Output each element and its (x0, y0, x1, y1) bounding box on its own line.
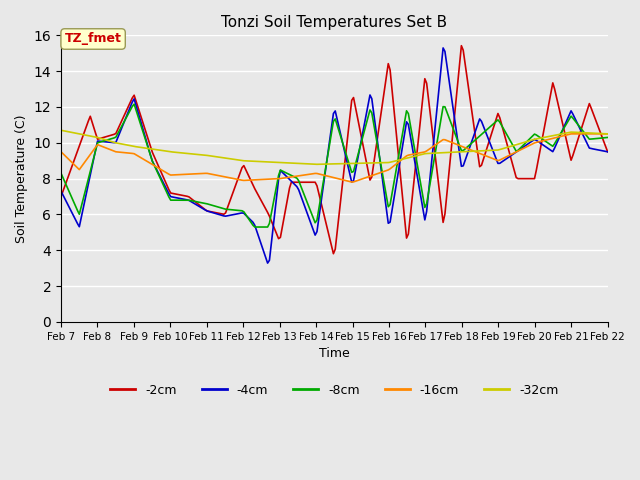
X-axis label: Time: Time (319, 347, 349, 360)
-32cm (520, 140, 527, 145)
-2cm (604, 149, 611, 155)
Text: TZ_fmet: TZ_fmet (65, 33, 122, 46)
-4cm (57, 188, 65, 194)
-8cm (556, 132, 564, 137)
Title: Tonzi Soil Temperatures Set B: Tonzi Soil Temperatures Set B (221, 15, 447, 30)
-8cm (251, 224, 259, 230)
-2cm (458, 43, 465, 48)
Line: -16cm: -16cm (61, 134, 607, 182)
-32cm (59, 128, 67, 133)
Line: -8cm: -8cm (61, 104, 607, 227)
-16cm (59, 151, 67, 156)
-8cm (57, 170, 65, 176)
Legend: -2cm, -4cm, -8cm, -16cm, -32cm: -2cm, -4cm, -8cm, -16cm, -32cm (105, 379, 563, 402)
-2cm (59, 189, 67, 194)
-4cm (383, 206, 390, 212)
-8cm (385, 204, 392, 210)
-4cm (264, 260, 271, 266)
-8cm (131, 101, 138, 107)
-32cm (554, 132, 562, 137)
-32cm (57, 127, 65, 133)
-8cm (396, 150, 403, 156)
-32cm (604, 131, 611, 137)
-4cm (522, 143, 529, 149)
-2cm (522, 176, 529, 181)
-16cm (520, 145, 527, 151)
-2cm (556, 110, 564, 116)
-16cm (554, 134, 562, 140)
-16cm (569, 131, 577, 137)
-16cm (383, 168, 390, 173)
-16cm (348, 179, 356, 185)
-4cm (556, 133, 564, 139)
-8cm (522, 140, 529, 146)
-8cm (387, 202, 394, 207)
-16cm (604, 131, 611, 137)
-16cm (57, 149, 65, 155)
-8cm (59, 175, 67, 180)
-4cm (385, 220, 392, 226)
-16cm (385, 167, 392, 173)
Line: -4cm: -4cm (61, 48, 607, 263)
-2cm (330, 251, 337, 257)
-32cm (383, 160, 390, 166)
-4cm (59, 192, 67, 198)
-4cm (439, 45, 447, 51)
-2cm (383, 73, 390, 79)
-32cm (394, 157, 401, 163)
-16cm (394, 160, 401, 166)
-32cm (385, 160, 392, 166)
Line: -32cm: -32cm (61, 130, 607, 164)
Line: -2cm: -2cm (61, 46, 607, 254)
-8cm (604, 134, 611, 140)
-2cm (57, 194, 65, 200)
-2cm (385, 61, 392, 67)
-2cm (394, 142, 401, 147)
-4cm (394, 175, 401, 180)
Y-axis label: Soil Temperature (C): Soil Temperature (C) (15, 114, 28, 243)
-4cm (604, 149, 611, 155)
-32cm (313, 161, 321, 167)
